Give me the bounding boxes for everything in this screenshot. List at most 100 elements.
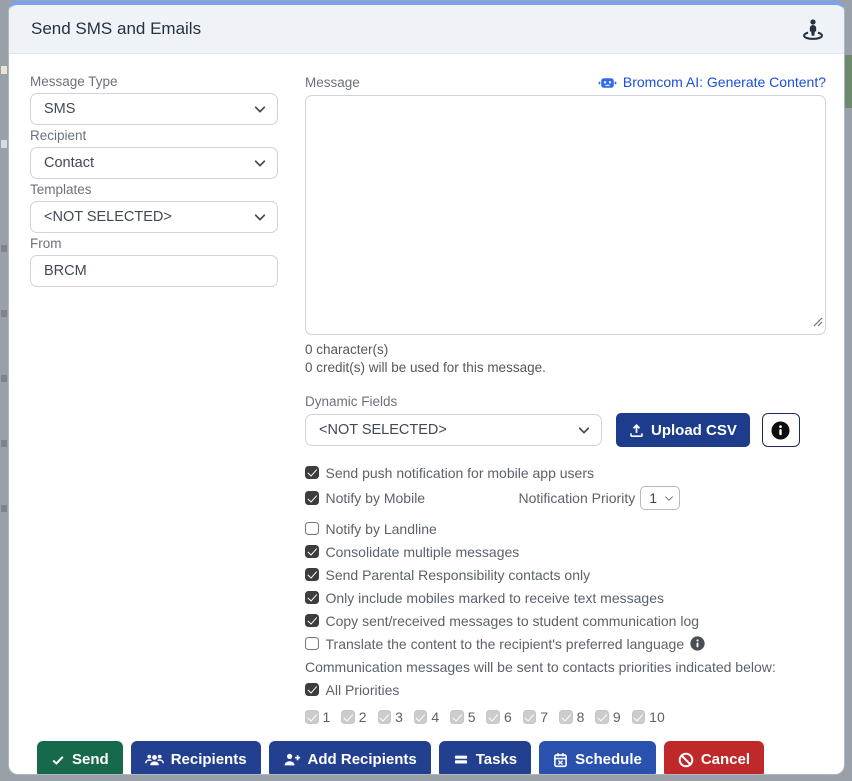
- add-recipients-button[interactable]: Add Recipients: [268, 741, 431, 774]
- priorities-row: 1 2 3 4: [305, 709, 826, 725]
- message-label: Message: [305, 74, 360, 90]
- priority-number: 9: [612, 709, 621, 725]
- backdrop-fragment: [1, 310, 7, 317]
- templates-label: Templates: [30, 182, 92, 197]
- options-list: Send push notification for mobile app us…: [305, 461, 826, 725]
- message-type-label: Message Type: [30, 74, 118, 89]
- priority-number: 8: [576, 709, 585, 725]
- street-view-icon[interactable]: [802, 18, 824, 40]
- notification-priority-value: 1: [649, 490, 657, 506]
- notification-priority-select[interactable]: 1: [640, 486, 680, 510]
- option-consolidate[interactable]: Consolidate multiple messages: [305, 544, 519, 560]
- info-circle-icon: [771, 420, 790, 440]
- calendar-x-icon: [553, 752, 568, 768]
- chevron-down-icon: [578, 422, 590, 435]
- page-title: Send SMS and Emails: [31, 19, 202, 38]
- priority-item: 9: [595, 709, 621, 725]
- upload-csv-button[interactable]: Upload CSV: [616, 413, 750, 447]
- send-sms-emails-modal: Send SMS and Emails Message Type SMS Rec…: [8, 1, 845, 775]
- option-label: Only include mobiles marked to receive t…: [325, 589, 664, 606]
- tasks-button[interactable]: Tasks: [438, 741, 532, 774]
- priority-item: 8: [559, 709, 584, 725]
- option-copy-to-log[interactable]: Copy sent/received messages to student c…: [305, 613, 699, 629]
- option-label: Copy sent/received messages to student c…: [325, 612, 700, 629]
- priority-checkbox: [305, 710, 319, 724]
- option-parental-responsibility[interactable]: Send Parental Responsibility contacts on…: [305, 567, 590, 583]
- from-field[interactable]: [30, 255, 278, 287]
- priority-item: 7: [522, 709, 549, 725]
- parental-responsibility-checkbox[interactable]: [305, 567, 319, 582]
- recipient-select[interactable]: Contact: [30, 147, 278, 179]
- templates-select[interactable]: <NOT SELECTED>: [30, 201, 278, 233]
- translate-info-icon[interactable]: [690, 636, 705, 651]
- option-label: Consolidate multiple messages: [325, 543, 520, 560]
- info-button[interactable]: [761, 413, 800, 447]
- option-mobiles-marked[interactable]: Only include mobiles marked to receive t…: [305, 590, 664, 606]
- option-label: Notify by Landline: [325, 520, 437, 537]
- message-type-select[interactable]: SMS: [30, 93, 278, 125]
- dynamic-fields-select[interactable]: <NOT SELECTED>: [305, 414, 602, 446]
- users-icon: [144, 752, 164, 767]
- send-button[interactable]: Send: [37, 741, 123, 774]
- priority-number: 3: [395, 709, 403, 725]
- priority-item: 10: [631, 709, 665, 725]
- priority-number: 2: [358, 709, 367, 725]
- priority-item: 2: [341, 709, 367, 725]
- message-type-value: SMS: [44, 101, 76, 117]
- recipient-label: Recipient: [30, 128, 87, 143]
- notification-priority-label: Notification Priority: [518, 490, 636, 506]
- tasks-icon: [453, 752, 469, 767]
- mobiles-marked-checkbox[interactable]: [305, 590, 319, 605]
- send-push-checkbox[interactable]: [305, 465, 319, 480]
- priority-number: 7: [540, 709, 549, 725]
- consolidate-checkbox[interactable]: [305, 544, 319, 559]
- option-label: All Priorities: [325, 681, 400, 698]
- option-send-push[interactable]: Send push notification for mobile app us…: [305, 465, 594, 481]
- user-plus-icon: [283, 752, 301, 767]
- add-recipients-label: Add Recipients: [307, 751, 417, 768]
- credit-count: 0 credit(s) will be used for this messag…: [305, 360, 546, 375]
- option-translate[interactable]: Translate the content to the recipient's…: [305, 636, 684, 652]
- message-textarea[interactable]: [305, 95, 826, 335]
- dynamic-fields-label: Dynamic Fields: [305, 394, 398, 409]
- option-notify-mobile[interactable]: Notify by Mobile: [305, 490, 519, 506]
- recipients-button[interactable]: Recipients: [130, 741, 261, 774]
- resize-handle-icon[interactable]: [813, 314, 823, 332]
- copy-to-log-checkbox[interactable]: [305, 613, 319, 628]
- option-label: Translate the content to the recipient's…: [325, 635, 685, 652]
- backdrop-fragment: [1, 140, 7, 148]
- priority-item: 5: [450, 709, 475, 725]
- recipient-value: Contact: [44, 155, 94, 171]
- backdrop-fragment: [1, 440, 7, 447]
- priority-item: 4: [413, 709, 439, 725]
- chevron-down-icon: [254, 101, 266, 114]
- cancel-button[interactable]: Cancel: [663, 741, 765, 774]
- priority-number: 6: [503, 709, 512, 725]
- notify-landline-checkbox[interactable]: [305, 521, 319, 536]
- dynamic-fields-value: <NOT SELECTED>: [319, 422, 447, 438]
- notify-mobile-checkbox[interactable]: [305, 491, 319, 505]
- option-all-priorities[interactable]: All Priorities: [305, 682, 399, 698]
- bromcom-ai-link[interactable]: Bromcom AI: Generate Content?: [598, 74, 826, 90]
- priority-checkbox: [377, 710, 392, 724]
- right-column: Message Bromcom AI:: [305, 74, 826, 725]
- translate-checkbox[interactable]: [305, 636, 319, 651]
- option-label: Send push notification for mobile app us…: [325, 464, 595, 481]
- priority-checkbox: [522, 710, 537, 724]
- schedule-button[interactable]: Schedule: [539, 741, 656, 774]
- templates-value: <NOT SELECTED>: [44, 209, 172, 225]
- backdrop-fragment: [1, 245, 7, 252]
- modal-header: Send SMS and Emails: [9, 5, 844, 54]
- backdrop-fragment: [1, 66, 7, 74]
- priority-checkbox: [559, 710, 573, 724]
- chevron-down-icon: [254, 155, 266, 168]
- all-priorities-checkbox[interactable]: [305, 682, 319, 697]
- char-count: 0 character(s): [305, 342, 389, 357]
- option-notify-landline[interactable]: Notify by Landline: [305, 521, 437, 537]
- priority-checkbox: [595, 710, 609, 724]
- priority-item: 3: [377, 709, 403, 725]
- ban-icon: [678, 752, 694, 768]
- backdrop-fragment: [845, 55, 852, 108]
- cancel-label: Cancel: [700, 751, 751, 768]
- priorities-note: Communication messages will be sent to c…: [305, 659, 776, 675]
